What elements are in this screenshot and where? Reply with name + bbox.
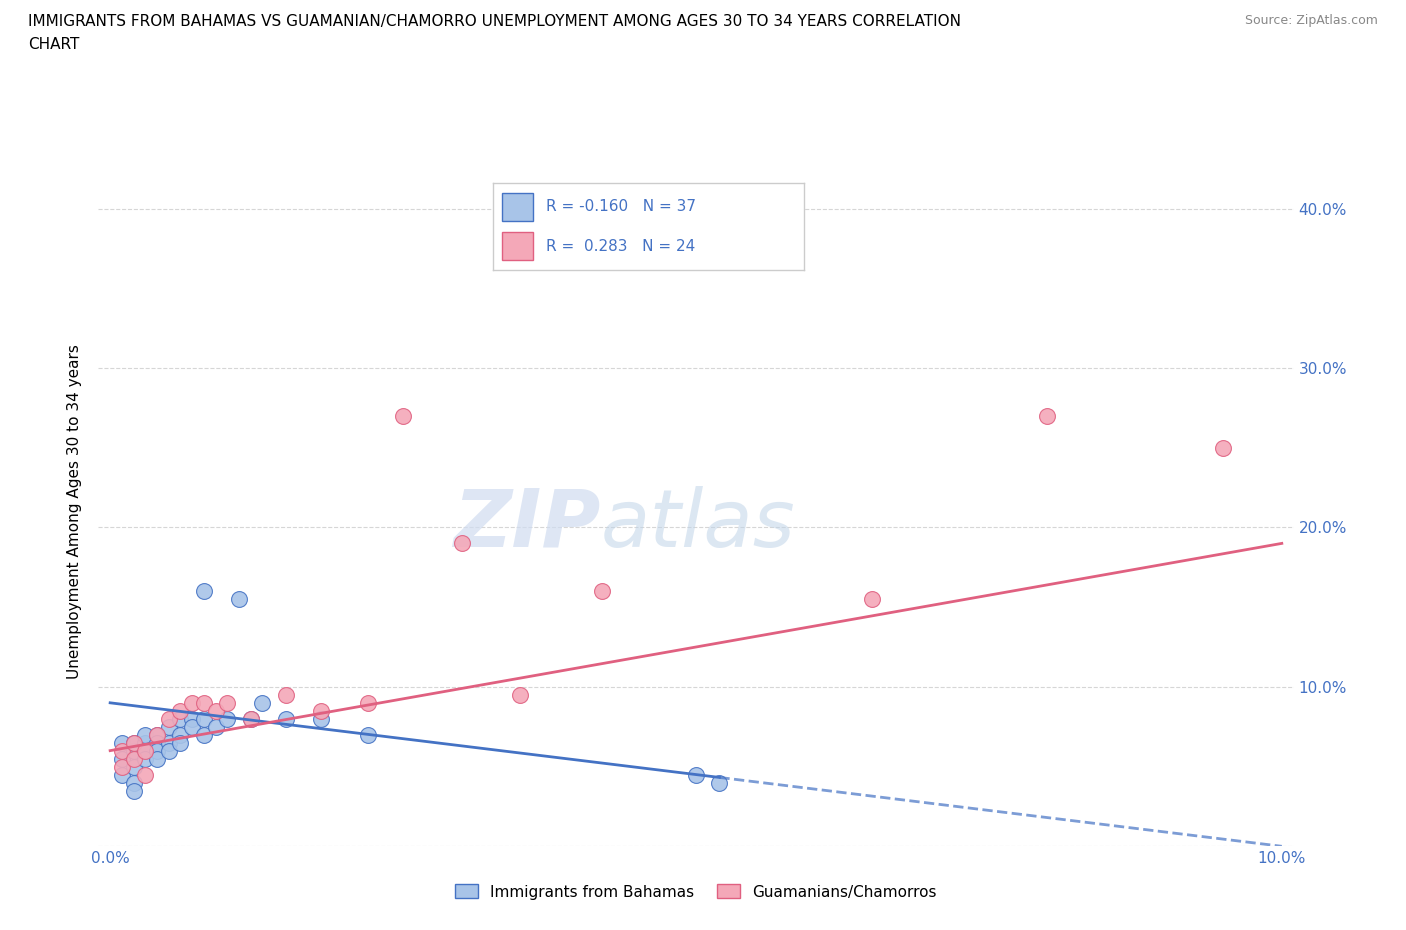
Point	[169, 727, 191, 742]
Point	[1212, 440, 1234, 455]
Point	[111, 767, 134, 782]
Point	[509, 687, 531, 702]
Point	[193, 696, 215, 711]
Text: IMMIGRANTS FROM BAHAMAS VS GUAMANIAN/CHAMORRO UNEMPLOYMENT AMONG AGES 30 TO 34 Y: IMMIGRANTS FROM BAHAMAS VS GUAMANIAN/CHA…	[28, 14, 962, 29]
Point	[685, 767, 707, 782]
Point	[239, 711, 262, 726]
Text: Source: ZipAtlas.com: Source: ZipAtlas.com	[1244, 14, 1378, 27]
Point	[134, 727, 156, 742]
Point	[122, 751, 145, 766]
Point	[146, 727, 169, 742]
Point	[157, 711, 180, 726]
Point	[134, 751, 156, 766]
Point	[157, 719, 180, 734]
Text: atlas: atlas	[600, 485, 796, 564]
Point	[450, 536, 472, 551]
Point	[146, 743, 169, 758]
Point	[217, 696, 239, 711]
Point	[122, 743, 145, 758]
Point	[111, 743, 134, 758]
Point	[157, 743, 180, 758]
Point	[860, 591, 883, 606]
Point	[169, 703, 191, 718]
Point	[122, 736, 145, 751]
Point	[181, 711, 204, 726]
Point	[169, 711, 191, 726]
Point	[111, 751, 134, 766]
Point	[392, 408, 415, 423]
Legend: Immigrants from Bahamas, Guamanians/Chamorros: Immigrants from Bahamas, Guamanians/Cham…	[449, 878, 943, 906]
Point	[169, 736, 191, 751]
Point	[157, 736, 180, 751]
Point	[591, 584, 613, 599]
Point	[122, 759, 145, 774]
Point	[134, 767, 156, 782]
Point	[181, 719, 204, 734]
Point	[146, 727, 169, 742]
Point	[181, 696, 204, 711]
Point	[134, 736, 156, 751]
Point	[309, 711, 332, 726]
Point	[357, 727, 380, 742]
Point	[239, 711, 262, 726]
Point	[146, 736, 169, 751]
Point	[122, 783, 145, 798]
Point	[228, 591, 250, 606]
Text: ZIP: ZIP	[453, 485, 600, 564]
Text: CHART: CHART	[28, 37, 80, 52]
Point	[134, 743, 156, 758]
Point	[217, 711, 239, 726]
Point	[193, 584, 215, 599]
Point	[357, 696, 380, 711]
Point	[122, 736, 145, 751]
Point	[193, 711, 215, 726]
Point	[252, 696, 274, 711]
Point	[309, 703, 332, 718]
Point	[274, 711, 297, 726]
Point	[204, 703, 226, 718]
Point	[134, 743, 156, 758]
Point	[204, 719, 226, 734]
Point	[709, 775, 731, 790]
Point	[146, 751, 169, 766]
Point	[193, 727, 215, 742]
Point	[122, 775, 145, 790]
Point	[111, 759, 134, 774]
Point	[274, 687, 297, 702]
Y-axis label: Unemployment Among Ages 30 to 34 years: Unemployment Among Ages 30 to 34 years	[67, 344, 83, 679]
Point	[111, 736, 134, 751]
Point	[1036, 408, 1059, 423]
